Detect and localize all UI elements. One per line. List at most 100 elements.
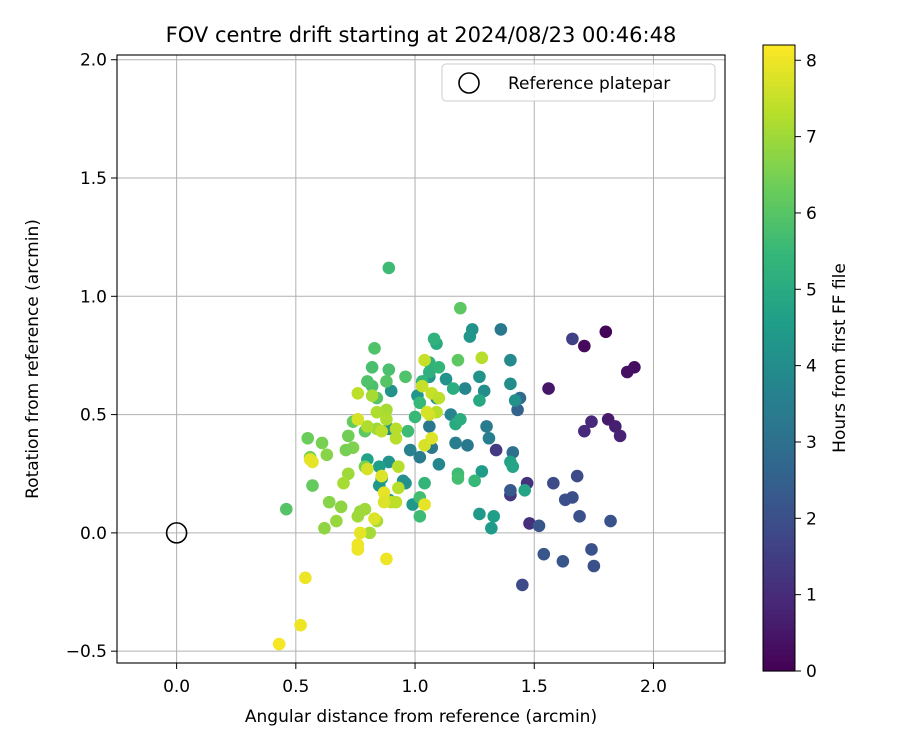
data-point — [403, 443, 417, 457]
data-point — [330, 514, 343, 528]
data-point — [322, 495, 336, 509]
data-point — [423, 365, 436, 379]
data-point — [389, 431, 403, 445]
colorbar-label: Hours from first FF file — [830, 263, 850, 453]
colorbar-segment — [763, 660, 795, 667]
data-point — [392, 460, 405, 473]
data-point — [370, 405, 384, 419]
y-tick-label: 0.0 — [80, 524, 107, 544]
data-point — [446, 382, 460, 395]
colorbar-segment — [763, 164, 795, 171]
colorbar-segment — [763, 206, 795, 213]
colorbar-segment — [763, 253, 795, 260]
data-point — [475, 351, 489, 365]
y-tick-label: 1.0 — [80, 287, 107, 307]
colorbar-tick-label: 5 — [806, 280, 817, 300]
data-point — [485, 521, 498, 535]
colorbar-tick-label: 1 — [806, 586, 817, 606]
colorbar-segment — [763, 91, 795, 98]
colorbar-segment — [763, 535, 795, 542]
colorbar: 0 1 2 3 4 5 6 7 8 Hours from first FF file — [762, 44, 850, 682]
colorbar-segment — [763, 211, 795, 218]
data-point — [368, 342, 381, 355]
colorbar-tick-label: 2 — [806, 509, 817, 529]
colorbar-segment — [763, 368, 795, 375]
data-point — [413, 450, 427, 464]
colorbar-segment — [763, 665, 795, 672]
data-point — [341, 467, 355, 481]
data-point — [306, 455, 319, 469]
y-tick-label: −0.5 — [66, 642, 107, 662]
colorbar-segment — [763, 321, 795, 328]
data-point — [377, 495, 391, 509]
colorbar-segment — [763, 180, 795, 187]
data-point — [351, 543, 365, 556]
colorbar-segment — [763, 451, 795, 458]
data-point — [578, 339, 591, 353]
data-point — [380, 375, 393, 388]
colorbar-segment — [763, 524, 795, 531]
data-point — [432, 360, 446, 374]
data-point — [587, 559, 601, 573]
data-point — [573, 510, 586, 523]
colorbar-segment — [763, 222, 795, 229]
y-tick-label: 0.5 — [80, 406, 107, 426]
data-point — [392, 481, 405, 495]
chart-title: FOV centre drift starting at 2024/08/23 … — [166, 23, 677, 47]
data-point — [547, 476, 560, 490]
colorbar-segment — [763, 352, 795, 359]
colorbar-segment — [763, 650, 795, 656]
colorbar-segment — [763, 243, 795, 250]
colorbar-tick-label: 0 — [806, 662, 817, 682]
colorbar-tick-label: 6 — [806, 204, 817, 224]
colorbar-segment — [763, 561, 795, 568]
data-point — [351, 387, 365, 400]
colorbar-segment — [763, 107, 795, 114]
colorbar-segment — [763, 50, 795, 57]
colorbar-segment — [763, 123, 795, 130]
colorbar-segment — [763, 655, 795, 662]
legend: Reference platepar — [441, 63, 716, 102]
colorbar-segment — [763, 232, 795, 239]
legend-reference-marker — [458, 72, 480, 94]
colorbar-segment — [763, 337, 795, 343]
colorbar-segment — [763, 472, 795, 479]
data-point — [408, 410, 422, 424]
colorbar-segment — [763, 488, 795, 495]
colorbar-segment — [763, 227, 795, 234]
data-point — [620, 365, 634, 379]
colorbar-segment — [763, 582, 795, 589]
colorbar-segment — [763, 159, 795, 166]
colorbar-tick-label: 3 — [806, 433, 817, 453]
data-point — [363, 526, 377, 540]
colorbar-segment — [763, 545, 795, 552]
data-point — [585, 543, 598, 556]
colorbar-segment — [763, 269, 795, 276]
data-point — [487, 510, 501, 523]
colorbar-segment — [763, 144, 795, 150]
data-point — [578, 424, 591, 438]
colorbar-segment — [763, 404, 795, 411]
colorbar-segment — [763, 410, 795, 416]
data-point — [542, 382, 555, 395]
colorbar-segment — [763, 300, 795, 307]
colorbar-segment — [763, 279, 795, 286]
colorbar-segment — [763, 618, 795, 625]
data-point — [353, 526, 367, 540]
data-point — [368, 512, 381, 525]
colorbar-segment — [763, 185, 795, 192]
data-point — [609, 420, 622, 433]
data-point — [585, 415, 598, 428]
colorbar-segment — [763, 477, 795, 484]
colorbar-ticks: 0 1 2 3 4 5 6 7 8 — [795, 51, 817, 682]
data-point — [337, 476, 350, 490]
colorbar-segment — [763, 284, 795, 291]
data-point — [475, 465, 489, 478]
colorbar-segment — [763, 76, 795, 83]
colorbar-segment — [763, 118, 795, 124]
colorbar-segment — [763, 238, 795, 244]
data-point — [315, 436, 329, 450]
data-point — [401, 424, 415, 438]
legend-box — [441, 63, 716, 102]
scatter-points — [272, 261, 641, 651]
